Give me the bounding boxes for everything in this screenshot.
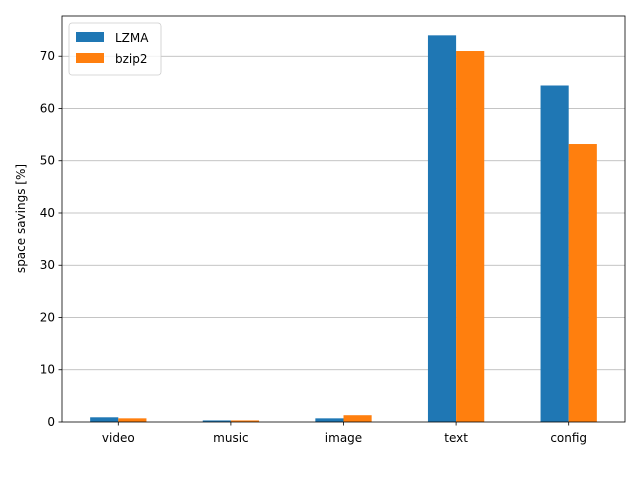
bar-lzma-video <box>90 417 119 422</box>
bar-bzip2-config <box>568 144 597 423</box>
y-tick-label: 10 <box>40 363 55 377</box>
y-tick-label: 20 <box>40 310 55 324</box>
y-axis-label: space savings [%] <box>14 164 28 273</box>
x-tick-label-text: text <box>444 431 468 445</box>
bar-bzip2-music <box>230 420 260 422</box>
bar-lzma-music <box>202 420 231 422</box>
y-tick-label: 40 <box>40 206 55 220</box>
legend-label-lzma: LZMA <box>115 31 149 45</box>
legend: LZMA bzip2 <box>68 22 162 76</box>
x-axis-ticks: video music image text config <box>102 422 587 445</box>
legend-swatch-bzip2 <box>76 53 104 63</box>
bar-lzma-config <box>540 85 569 423</box>
y-tick-label: 70 <box>40 49 55 63</box>
x-tick-label-video: video <box>102 431 135 445</box>
x-tick-label-image: image <box>325 431 362 445</box>
y-tick-label: 0 <box>47 415 55 429</box>
bar-lzma-text <box>427 35 457 422</box>
y-tick-label: 50 <box>40 154 55 168</box>
bar-bzip2-image <box>343 415 372 422</box>
legend-swatch-lzma <box>76 32 104 42</box>
y-tick-label: 30 <box>40 258 55 272</box>
x-tick-label-config: config <box>550 431 587 445</box>
bar-bzip2-video <box>118 418 147 422</box>
x-tick-label-music: music <box>213 431 248 445</box>
y-axis-ticks: 0 10 20 30 40 50 60 70 <box>40 49 62 429</box>
y-tick-label: 60 <box>40 101 55 115</box>
bar-bzip2-text <box>456 51 485 423</box>
legend-label-bzip2: bzip2 <box>115 52 148 66</box>
bar-lzma-image <box>315 418 344 422</box>
bars <box>90 35 597 423</box>
